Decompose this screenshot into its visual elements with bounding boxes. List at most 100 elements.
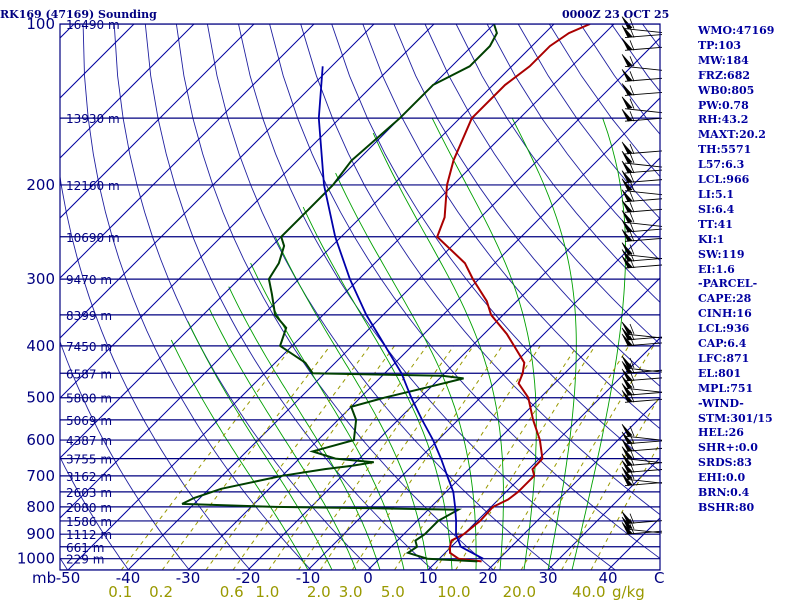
index-item: HEL:26 (698, 426, 744, 440)
plot-frame (59, 23, 661, 571)
isotherm-line (60, 24, 255, 219)
index-item: TH:5571 (698, 143, 752, 157)
temperature-tick-label: 10 (418, 569, 437, 587)
wind-barb-feather (629, 191, 635, 202)
index-item: EI:1.6 (698, 262, 735, 276)
wind-barb-flag (621, 375, 633, 389)
mixing-ratio-tick-label: 3.0 (339, 583, 363, 600)
wind-barb-shaft (624, 221, 663, 227)
mixing-ratio-tick-label: 40.0 (572, 583, 605, 600)
index-item: MAXT:20.2 (698, 128, 766, 142)
wind-barb-shaft (624, 108, 663, 114)
wind-barb-feather (629, 392, 635, 403)
wind-barb-flag (621, 466, 633, 480)
temperature-tick-label: 0 (363, 569, 373, 587)
dry-adiabat-line (60, 340, 190, 570)
temperature-tick-label: -10 (296, 569, 321, 587)
temperature-tick-label: 20 (478, 569, 497, 587)
index-item: SRDS:83 (698, 456, 752, 470)
height-label: 5800 m (66, 392, 112, 406)
temperature-unit-label: C (654, 569, 664, 587)
wind-barb-flag (621, 368, 633, 382)
wind-barb-shaft (624, 28, 663, 34)
wind-barb-flag (621, 255, 633, 269)
wind-barb-shaft (624, 190, 663, 196)
index-item: WMO:47169 (698, 24, 775, 37)
isotherm-line (247, 157, 660, 570)
mixing-ratio-line (161, 345, 331, 570)
wind-barb-flag (621, 473, 633, 486)
height-label: 661 m (66, 541, 104, 555)
wind-barb-flag (621, 160, 633, 174)
wind-barb-flag (621, 150, 633, 164)
index-item: SW:119 (698, 247, 745, 261)
wind-barb-shaft (624, 117, 663, 122)
temperature-tick-label: -50 (56, 569, 81, 587)
wind-barb-flag (621, 446, 633, 459)
dry-adiabat-line (393, 24, 660, 387)
height-label: 5069 m (66, 414, 112, 428)
dry-adiabat-line (60, 173, 251, 570)
index-item: SI:6.4 (698, 202, 735, 216)
wind-barb-feather (629, 56, 635, 67)
temperature-tick-label: 30 (538, 569, 557, 587)
wind-barb (621, 355, 663, 373)
wind-barb (621, 150, 663, 168)
wind-barb (621, 96, 663, 114)
index-item: L57:6.3 (698, 158, 745, 172)
pressure-tick-label: 900 (26, 525, 55, 543)
wind-barbs (621, 16, 663, 535)
height-label: 7450 m (66, 340, 112, 354)
wind-barb-feather (629, 251, 635, 262)
wind-barb-flag (621, 96, 633, 110)
mixing-ratio-unit-label: g/kg (612, 583, 645, 600)
isotherm-line (367, 277, 660, 570)
index-item: LI:5.1 (698, 187, 735, 201)
moist-adiabat-line (372, 132, 504, 570)
wind-barb (621, 333, 663, 347)
wind-barb-flag (621, 439, 633, 452)
dry-adiabat-line (113, 24, 373, 570)
wind-barb (621, 473, 663, 487)
moist-adiabat-line (170, 339, 309, 570)
wind-barb (621, 423, 663, 441)
wind-barb-feather (629, 152, 635, 164)
wind-barb (621, 170, 663, 184)
moist-adiabat-line (187, 321, 333, 570)
isotherm-line (127, 37, 660, 570)
wind-barb-shaft (624, 169, 663, 174)
valid-time: 0000Z 23 OCT 25 (562, 8, 670, 21)
wind-barb-flag (621, 516, 633, 530)
isotherm-line (487, 397, 660, 570)
dry-adiabat-line (331, 24, 660, 472)
mixing-ratio-line (268, 345, 428, 570)
wind-barb (621, 141, 663, 155)
index-item: LCL:936 (698, 322, 750, 336)
wind-barb-flag (621, 242, 633, 255)
mixing-ratio-tick-label: 0.6 (220, 583, 244, 600)
wind-barb-feather (629, 202, 635, 213)
wind-barb-flag (621, 229, 633, 242)
height-label: 3755 m (66, 453, 112, 467)
isotherm-line (427, 337, 660, 570)
wind-barb-flag (621, 383, 633, 396)
mixing-ratio-tick-label: 0.1 (108, 583, 132, 600)
wind-barb-flag (621, 431, 633, 445)
isotherm-line (60, 24, 315, 279)
wind-barb-flag (621, 170, 633, 183)
pressure-tick-label: 300 (26, 270, 55, 288)
wind-barb (621, 521, 663, 535)
wind-barb (621, 361, 663, 374)
wind-barb-feather (629, 231, 635, 242)
wind-barb (621, 69, 663, 82)
wind-barb-feather (629, 518, 635, 530)
mixing-ratio-tick-label: 20.0 (503, 583, 536, 600)
isotherm-line (547, 457, 660, 570)
wind-barb-shaft (624, 77, 663, 82)
wind-barb-shaft (624, 528, 663, 534)
isotherm-line (60, 24, 195, 159)
wind-barb-feather (629, 71, 635, 82)
isotherm-line (67, 24, 615, 570)
wind-barb-flag (621, 521, 633, 535)
height-label: 8399 m (66, 309, 112, 323)
